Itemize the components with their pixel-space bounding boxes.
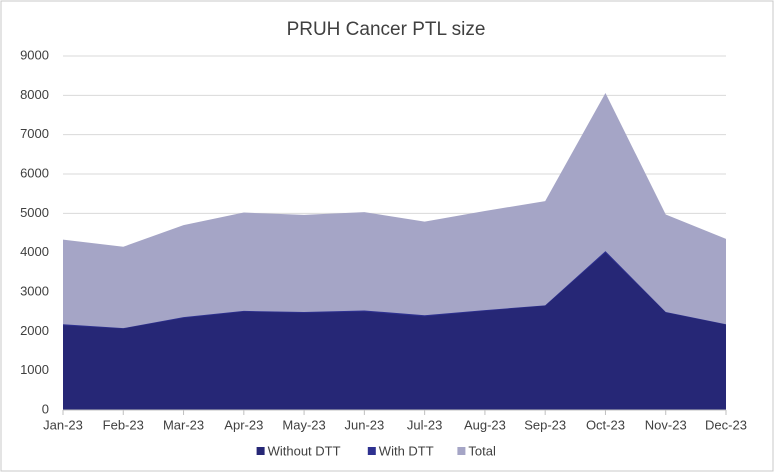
chart-title: PRUH Cancer PTL size <box>287 19 486 40</box>
y-tick-label: 5000 <box>20 205 49 220</box>
x-tick-label: Jan-23 <box>43 417 83 432</box>
y-tick-label: 4000 <box>20 244 49 259</box>
y-tick-label: 2000 <box>20 323 49 338</box>
x-tick-label: Jul-23 <box>407 417 442 432</box>
x-tick-label: Dec-23 <box>705 417 747 432</box>
y-tick-label: 1000 <box>20 362 49 377</box>
area <box>63 252 726 410</box>
x-tick-label: Aug-23 <box>464 417 506 432</box>
y-tick-label: 9000 <box>20 47 49 62</box>
legend-swatch <box>367 447 376 455</box>
x-tick-label: May-23 <box>282 417 325 432</box>
x-tick-label: Apr-23 <box>224 417 263 432</box>
y-tick-label: 3000 <box>20 283 49 298</box>
y-tick-label: 7000 <box>20 126 49 141</box>
y-tick-label: 6000 <box>20 165 49 180</box>
legend-label: Total <box>468 443 496 458</box>
x-tick-label: Jun-23 <box>344 417 384 432</box>
y-tick-label: 8000 <box>20 87 49 102</box>
x-tick-label: Oct-23 <box>586 417 625 432</box>
x-tick-label: Feb-23 <box>103 417 144 432</box>
legend-swatch <box>256 447 265 455</box>
legend-label: With DTT <box>379 443 434 458</box>
legend-swatch <box>457 447 466 455</box>
legend-label: Without DTT <box>268 443 341 458</box>
x-tick-label: Mar-23 <box>163 417 204 432</box>
x-tick-label: Sep-23 <box>524 417 566 432</box>
x-tick-label: Nov-23 <box>645 417 687 432</box>
y-tick-label: 0 <box>42 401 49 416</box>
